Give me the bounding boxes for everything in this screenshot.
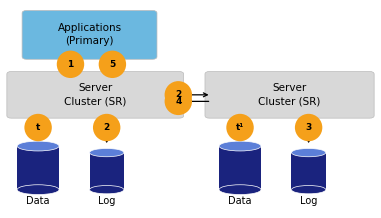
Ellipse shape: [17, 185, 59, 194]
FancyBboxPatch shape: [22, 10, 157, 59]
FancyBboxPatch shape: [7, 72, 184, 118]
Text: Data: Data: [26, 196, 50, 206]
FancyBboxPatch shape: [205, 72, 374, 118]
Text: Log: Log: [98, 196, 115, 206]
Polygon shape: [90, 153, 124, 190]
Text: Applications
(Primary): Applications (Primary): [58, 23, 122, 46]
Text: 1: 1: [67, 60, 74, 69]
Ellipse shape: [295, 114, 322, 141]
Ellipse shape: [90, 186, 124, 194]
Text: t¹: t¹: [236, 123, 244, 132]
Text: 2: 2: [104, 123, 110, 132]
Ellipse shape: [219, 141, 261, 151]
Ellipse shape: [17, 141, 59, 151]
Polygon shape: [17, 146, 59, 190]
Text: Data: Data: [228, 196, 252, 206]
Text: Server
Cluster (SR): Server Cluster (SR): [258, 83, 321, 106]
Text: Log: Log: [300, 196, 317, 206]
Ellipse shape: [93, 114, 120, 141]
Ellipse shape: [90, 148, 124, 157]
Ellipse shape: [226, 114, 254, 141]
Ellipse shape: [165, 81, 192, 109]
Text: Server
Cluster (SR): Server Cluster (SR): [64, 83, 126, 106]
Text: 5: 5: [109, 60, 115, 69]
Ellipse shape: [99, 51, 126, 78]
Text: 4: 4: [175, 97, 181, 106]
Ellipse shape: [219, 185, 261, 194]
Ellipse shape: [165, 88, 192, 115]
Text: 3: 3: [306, 123, 312, 132]
Text: 2: 2: [175, 90, 181, 99]
Ellipse shape: [24, 114, 52, 141]
Text: t: t: [36, 123, 40, 132]
Ellipse shape: [291, 186, 326, 194]
Ellipse shape: [291, 148, 326, 157]
Polygon shape: [219, 146, 261, 190]
Ellipse shape: [57, 51, 84, 78]
Polygon shape: [291, 153, 326, 190]
